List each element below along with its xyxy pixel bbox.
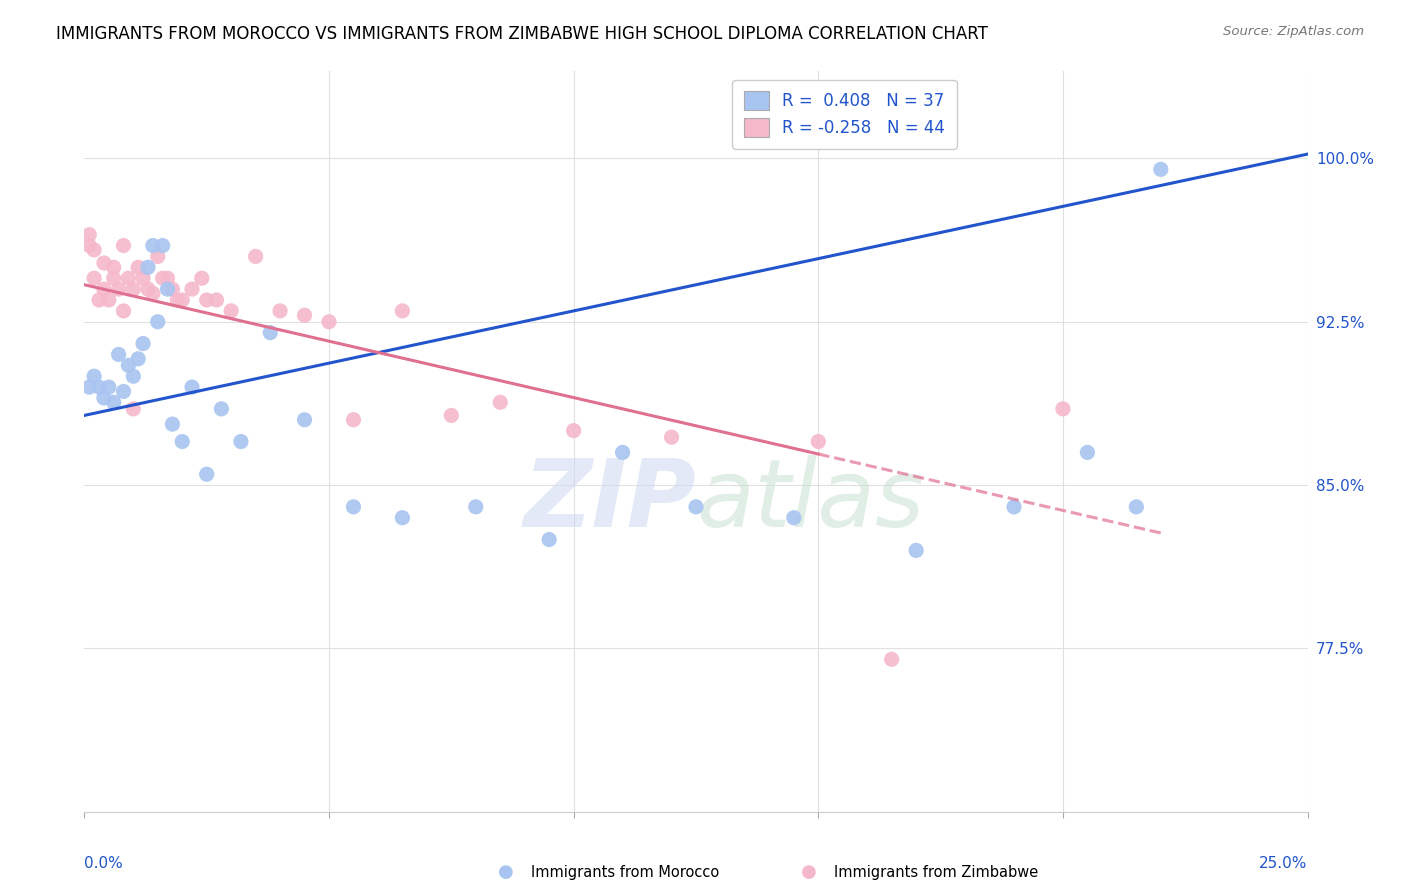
Point: [269, 304, 291, 318]
Point: [103, 260, 125, 275]
Point: [489, 395, 512, 409]
Point: [191, 271, 214, 285]
Point: [181, 380, 204, 394]
Point: [112, 304, 135, 318]
Point: [181, 282, 204, 296]
Text: 0.0%: 0.0%: [84, 856, 124, 871]
Point: [112, 384, 135, 399]
Point: [661, 430, 683, 444]
Point: [166, 293, 188, 307]
Point: [107, 282, 129, 296]
Point: [156, 282, 179, 296]
Point: [122, 401, 145, 416]
Point: [229, 434, 252, 449]
Point: [146, 315, 169, 329]
Point: [1150, 162, 1173, 177]
Point: [342, 500, 364, 514]
Point: [103, 395, 125, 409]
Point: [142, 286, 165, 301]
Point: [172, 434, 194, 449]
Point: [127, 351, 149, 366]
Point: [172, 293, 194, 307]
Point: [87, 293, 110, 307]
Point: [83, 271, 105, 285]
Point: [117, 271, 139, 285]
Point: [97, 380, 120, 394]
Point: [136, 260, 159, 275]
Point: [195, 467, 218, 482]
Point: [142, 238, 165, 252]
Point: [259, 326, 281, 340]
Point: [136, 282, 159, 296]
Point: [152, 271, 174, 285]
Text: 25.0%: 25.0%: [1260, 856, 1308, 871]
Point: [294, 308, 316, 322]
Legend: R =  0.408   N = 37, R = -0.258   N = 44: R = 0.408 N = 37, R = -0.258 N = 44: [733, 79, 956, 149]
Point: [77, 238, 100, 252]
Point: [195, 293, 218, 307]
Point: [107, 347, 129, 361]
Point: [122, 369, 145, 384]
Point: [122, 282, 145, 296]
Point: [294, 413, 316, 427]
Point: [612, 445, 634, 459]
Point: [117, 359, 139, 373]
Point: [127, 260, 149, 275]
Point: [132, 336, 155, 351]
Point: [685, 500, 707, 514]
Point: [342, 413, 364, 427]
Text: Immigrants from Morocco: Immigrants from Morocco: [531, 865, 720, 880]
Point: [83, 369, 105, 384]
Point: [538, 533, 561, 547]
Point: [93, 282, 115, 296]
Text: IMMIGRANTS FROM MOROCCO VS IMMIGRANTS FROM ZIMBABWE HIGH SCHOOL DIPLOMA CORRELAT: IMMIGRANTS FROM MOROCCO VS IMMIGRANTS FR…: [56, 25, 988, 43]
Point: [112, 238, 135, 252]
Point: [97, 293, 120, 307]
Point: [156, 271, 179, 285]
Text: Immigrants from Zimbabwe: Immigrants from Zimbabwe: [834, 865, 1038, 880]
Point: [132, 271, 155, 285]
Point: [219, 304, 242, 318]
Point: [152, 238, 174, 252]
Point: [391, 510, 413, 524]
Text: Source: ZipAtlas.com: Source: ZipAtlas.com: [1223, 25, 1364, 38]
Point: [146, 250, 169, 264]
Point: [209, 401, 232, 416]
Point: [905, 543, 928, 558]
Point: [162, 417, 184, 431]
Point: [1052, 401, 1074, 416]
Point: [77, 380, 100, 394]
Point: [162, 282, 184, 296]
Point: [562, 424, 585, 438]
Point: [77, 227, 100, 242]
Point: [205, 293, 228, 307]
Point: [1125, 500, 1147, 514]
Point: [83, 243, 105, 257]
Point: [93, 391, 115, 405]
Point: [87, 380, 110, 394]
Text: ●: ●: [800, 863, 817, 881]
Text: ●: ●: [498, 863, 515, 881]
Point: [93, 256, 115, 270]
Point: [464, 500, 486, 514]
Point: [807, 434, 830, 449]
Text: atlas: atlas: [696, 455, 924, 546]
Point: [1002, 500, 1025, 514]
Point: [245, 250, 267, 264]
Point: [1076, 445, 1098, 459]
Point: [103, 271, 125, 285]
Point: [440, 409, 463, 423]
Point: [880, 652, 903, 666]
Point: [391, 304, 413, 318]
Point: [318, 315, 340, 329]
Text: ZIP: ZIP: [523, 455, 696, 547]
Point: [783, 510, 806, 524]
